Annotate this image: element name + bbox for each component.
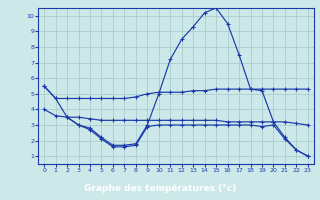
Text: Graphe des températures (°c): Graphe des températures (°c) [84,184,236,193]
